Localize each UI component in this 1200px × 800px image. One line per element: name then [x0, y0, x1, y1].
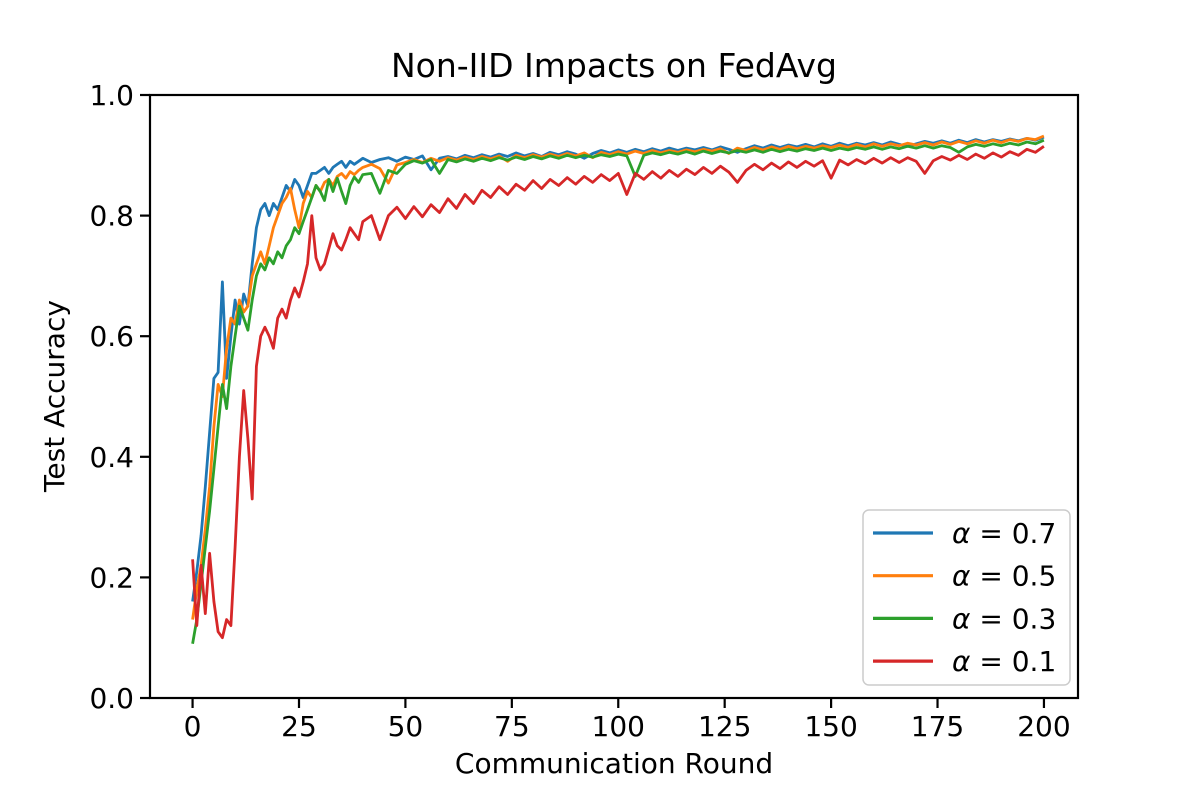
- legend-label-1: α = 0.5: [952, 560, 1056, 593]
- legend: α = 0.7 α = 0.5 α = 0.3 α = 0.1: [862, 509, 1071, 686]
- x-axis-label: Communication Round: [455, 747, 773, 780]
- x-tick-label-7: 175: [911, 710, 964, 743]
- chart-title: Non-IID Impacts on FedAvg: [391, 46, 837, 85]
- series-line-1: [191, 134, 1045, 620]
- plot-spines: [148, 93, 1080, 700]
- y-tick-label-3: 0.6: [89, 320, 134, 353]
- legend-label-3: α = 0.1: [952, 645, 1056, 678]
- legend-box: [862, 509, 1071, 686]
- x-tick-label-6: 150: [804, 710, 857, 743]
- series-line-3: [191, 145, 1045, 640]
- x-tick-label-0: 0: [184, 710, 202, 743]
- y-tick-label-0: 0.0: [89, 682, 134, 715]
- x-tick-label-4: 100: [592, 710, 645, 743]
- y-tick-label-2: 0.4: [89, 441, 134, 474]
- y-axis-label: Test Accuracy: [38, 300, 71, 493]
- x-tick-label-2: 50: [388, 710, 424, 743]
- series-line-2: [191, 138, 1045, 644]
- x-tick-label-1: 25: [281, 710, 317, 743]
- legend-label-0: α = 0.7: [952, 517, 1056, 550]
- y-tick-label-1: 0.2: [89, 561, 134, 594]
- legend-label-2: α = 0.3: [952, 602, 1056, 635]
- x-tick-label-3: 75: [494, 710, 530, 743]
- series-layer: [191, 134, 1045, 644]
- y-tick-label-4: 0.8: [89, 200, 134, 233]
- x-tick-label-8: 200: [1017, 710, 1070, 743]
- axes-layer: 0 25 50 75 100 125 150 175 200 0.0 0.2 0.4 0.6 0.8 1.0: [89, 79, 1080, 743]
- x-tick-label-5: 125: [698, 710, 751, 743]
- y-tick-label-5: 1.0: [89, 79, 134, 112]
